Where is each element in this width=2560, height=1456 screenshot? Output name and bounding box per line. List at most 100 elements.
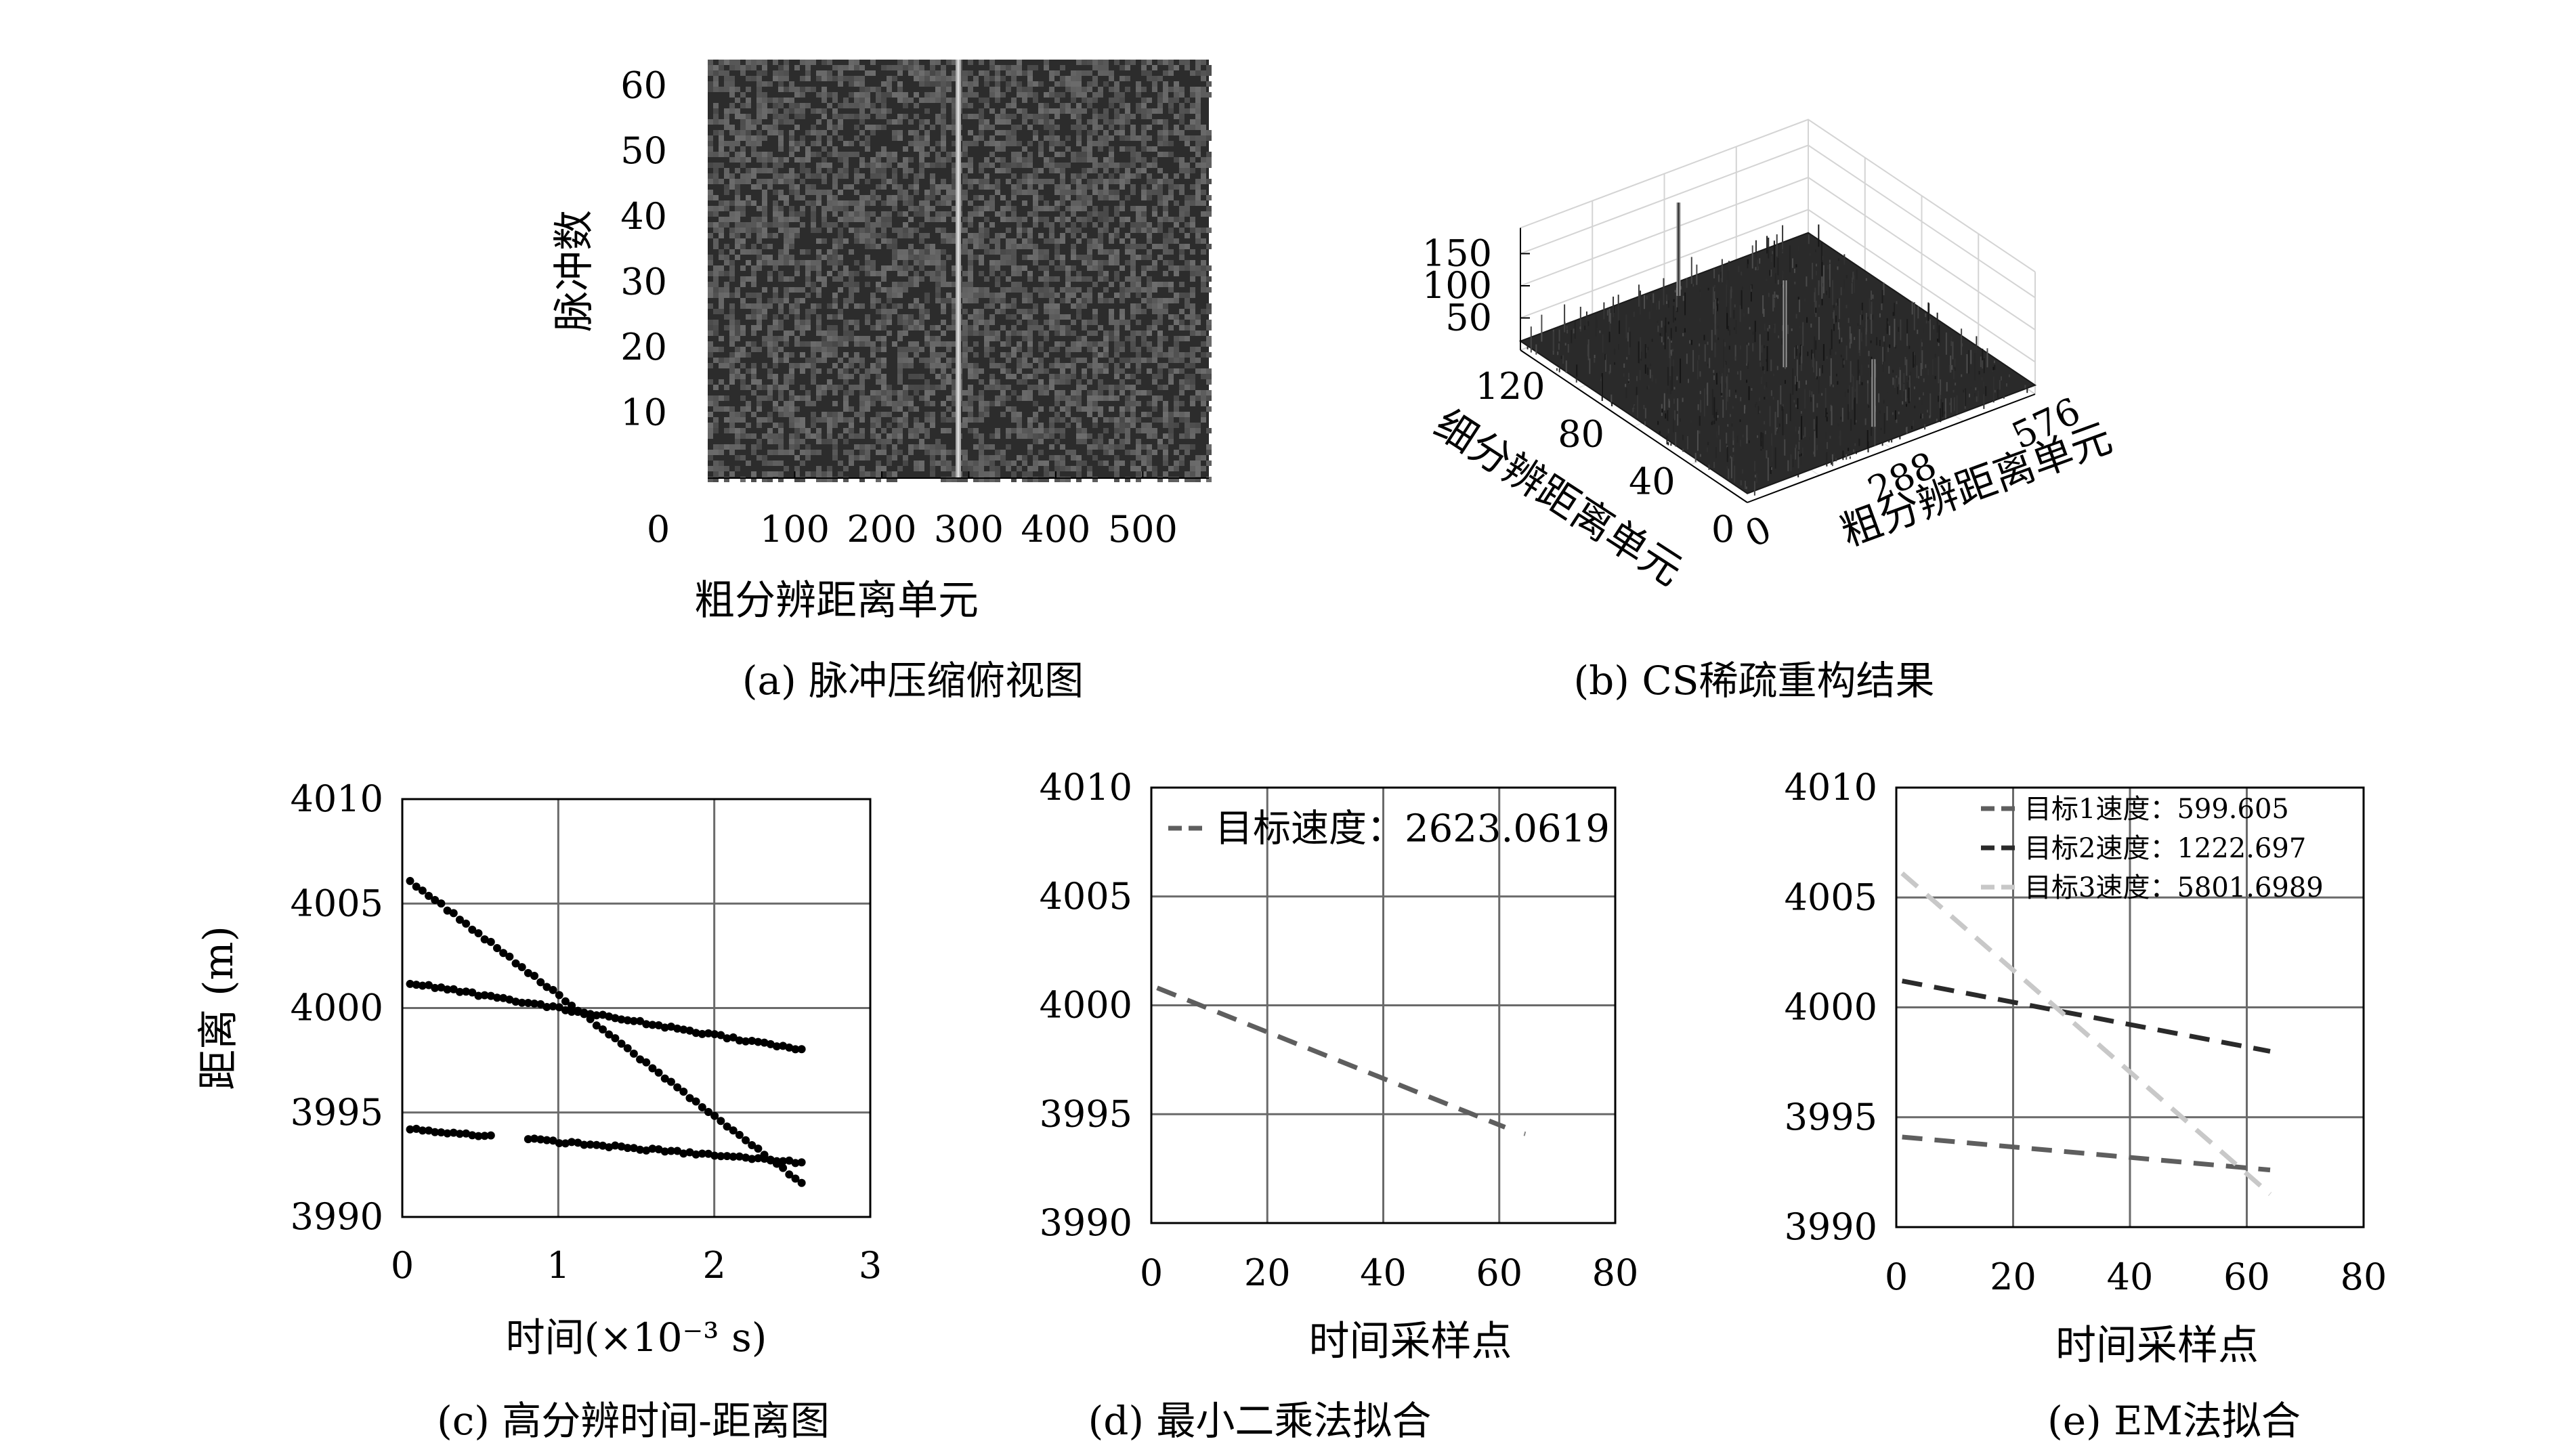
heatmap-cell bbox=[1033, 98, 1038, 103]
heatmap-cell bbox=[1152, 374, 1157, 379]
heatmap-cell bbox=[811, 379, 816, 385]
heatmap-cell bbox=[924, 76, 930, 81]
heatmap-cell bbox=[1103, 141, 1109, 146]
heatmap-cell bbox=[784, 260, 789, 265]
heatmap-cell bbox=[740, 179, 746, 184]
plot-frame bbox=[401, 798, 872, 1218]
heatmap-cell bbox=[1114, 320, 1119, 325]
heatmap-cell bbox=[897, 228, 903, 233]
heatmap-cell bbox=[876, 244, 881, 249]
heatmap-cell bbox=[1060, 200, 1065, 206]
heatmap-cell bbox=[724, 395, 729, 401]
heatmap-cell bbox=[1130, 146, 1136, 152]
data-point bbox=[474, 929, 483, 938]
heatmap-cell bbox=[914, 146, 919, 152]
heatmap-cell bbox=[729, 303, 735, 309]
heatmap-cell bbox=[897, 401, 903, 406]
heatmap-cell bbox=[1054, 314, 1060, 320]
heatmap-cell bbox=[1125, 450, 1130, 455]
heatmap-cell bbox=[822, 385, 827, 390]
heatmap-cell bbox=[941, 70, 946, 76]
heatmap-cell bbox=[1190, 103, 1195, 108]
heatmap-cell bbox=[843, 390, 849, 395]
heatmap-cell bbox=[789, 417, 794, 423]
heatmap-cell bbox=[1174, 320, 1179, 325]
heatmap-cell bbox=[1011, 141, 1017, 146]
heatmap-cell bbox=[794, 363, 800, 368]
heatmap-cell bbox=[762, 222, 767, 228]
heatmap-cell bbox=[1000, 412, 1006, 417]
heatmap-cell bbox=[832, 130, 838, 135]
heatmap-cell bbox=[1147, 390, 1152, 395]
heatmap-cell bbox=[811, 260, 816, 265]
heatmap-cell bbox=[1092, 179, 1098, 184]
heatmap-cell bbox=[989, 347, 995, 352]
heatmap-cell bbox=[751, 390, 756, 395]
heatmap-cell bbox=[719, 406, 724, 412]
heatmap-cell bbox=[1157, 103, 1163, 108]
heatmap-cell bbox=[756, 130, 762, 135]
heatmap-cell bbox=[756, 379, 762, 385]
heatmap-cell bbox=[794, 173, 800, 179]
heatmap-cell bbox=[729, 130, 735, 135]
heatmap-cell bbox=[1125, 195, 1130, 200]
heatmap-cell bbox=[1044, 368, 1049, 374]
heatmap-cell bbox=[1174, 81, 1179, 87]
heatmap-cell bbox=[1141, 271, 1147, 276]
heatmap-cell bbox=[1179, 282, 1185, 287]
heatmap-cell bbox=[1195, 114, 1201, 119]
heatmap-cell bbox=[876, 184, 881, 190]
heatmap-cell bbox=[1103, 114, 1109, 119]
heatmap-cell bbox=[881, 265, 887, 271]
heatmap-cell bbox=[1119, 222, 1125, 228]
heatmap-cell bbox=[1027, 347, 1033, 352]
heatmap-cell bbox=[1201, 200, 1206, 206]
heatmap-cell bbox=[897, 282, 903, 287]
heatmap-cell bbox=[1163, 401, 1168, 406]
heatmap-cell bbox=[1103, 206, 1109, 211]
heatmap-cell bbox=[1103, 179, 1109, 184]
heatmap-cell bbox=[1195, 347, 1201, 352]
heatmap-cell bbox=[1195, 390, 1201, 395]
heatmap-cell bbox=[984, 103, 989, 108]
heatmap-cell bbox=[1109, 173, 1114, 179]
heatmap-cell bbox=[914, 276, 919, 282]
heatmap-cell bbox=[751, 368, 756, 374]
heatmap-cell bbox=[1098, 433, 1103, 439]
heatmap-cell bbox=[1125, 60, 1130, 65]
heatmap-cell bbox=[1195, 477, 1201, 482]
heatmap-cell bbox=[1103, 130, 1109, 135]
heatmap-cell bbox=[713, 244, 719, 249]
heatmap-cell bbox=[1044, 336, 1049, 341]
heatmap-cell bbox=[729, 341, 735, 347]
data-point bbox=[710, 1111, 719, 1120]
heatmap-cell bbox=[1044, 428, 1049, 433]
heatmap-cell bbox=[968, 471, 973, 477]
heatmap-cell bbox=[930, 98, 935, 103]
heatmap-cell bbox=[952, 190, 957, 195]
heatmap-cell bbox=[778, 249, 784, 255]
heatmap-cell bbox=[1027, 87, 1033, 92]
heatmap-cell bbox=[1163, 406, 1168, 412]
heatmap-cell bbox=[930, 461, 935, 466]
heatmap-cell bbox=[946, 195, 952, 200]
heatmap-cell bbox=[1157, 336, 1163, 341]
heatmap-cell bbox=[968, 184, 973, 190]
heatmap-cell bbox=[1201, 330, 1206, 336]
heatmap-cell bbox=[930, 271, 935, 276]
heatmap-cell bbox=[914, 325, 919, 330]
heatmap-cell bbox=[751, 379, 756, 385]
heatmap-cell bbox=[1125, 244, 1130, 249]
heatmap-cell bbox=[1006, 103, 1011, 108]
heatmap-cell bbox=[1125, 119, 1130, 125]
heatmap-cell bbox=[719, 395, 724, 401]
heatmap-cell bbox=[811, 471, 816, 477]
heatmap-cell bbox=[941, 103, 946, 108]
heatmap-cell bbox=[1000, 298, 1006, 303]
heatmap-cell bbox=[843, 265, 849, 271]
heatmap-cell bbox=[800, 103, 805, 108]
heatmap-cell bbox=[1000, 255, 1006, 260]
heatmap-cell bbox=[1076, 379, 1082, 385]
heatmap-cell bbox=[1174, 450, 1179, 455]
heatmap-cell bbox=[740, 70, 746, 76]
